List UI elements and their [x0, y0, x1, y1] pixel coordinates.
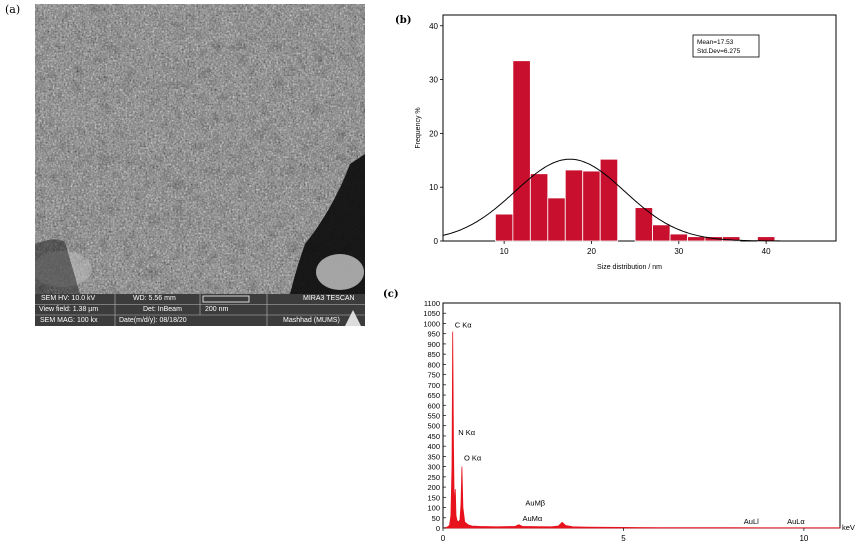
y-tick-label: 500: [427, 422, 440, 431]
y-tick-label: 900: [427, 340, 440, 349]
y-tick-label: 450: [427, 432, 440, 441]
sem-view-field: View field: 1.38 µm: [39, 306, 99, 313]
stats-box: [692, 34, 760, 58]
histogram-frame: [442, 14, 837, 242]
x-tick-label: 20: [587, 247, 596, 256]
panel-b-label: (b): [395, 15, 412, 26]
histogram-bar: [564, 169, 584, 242]
histogram-bar: [599, 158, 619, 242]
x-tick-label: 5: [621, 534, 626, 543]
y-tick-label: 150: [427, 493, 440, 502]
normal-fit-curve: [442, 158, 836, 242]
y-tick-label: 1100: [424, 299, 440, 308]
y-tick-label: 600: [427, 401, 440, 410]
histogram-bar: [757, 236, 776, 242]
y-tick-label: 40: [429, 22, 438, 31]
sem-scale-label: 200 nm: [205, 306, 229, 313]
histogram-bar: [634, 207, 654, 242]
y-tick-label: 250: [427, 473, 440, 482]
x-tick-label: 0: [441, 534, 446, 543]
y-tick-label: 50: [432, 514, 440, 523]
sem-hv: SEM HV: 10.0 kV: [41, 295, 96, 302]
peak-label: AuMβ: [525, 499, 545, 508]
sem-wd: WD: 5.56 mm: [133, 295, 176, 302]
histogram-bar: [512, 60, 531, 242]
sem-detector: Det: InBeam: [143, 306, 182, 313]
y-tick-label: 20: [429, 129, 438, 138]
panel-a-label: (a): [5, 3, 21, 16]
y-tick-label: 650: [427, 391, 440, 400]
peak-label: N Kα: [458, 428, 476, 437]
y-tick-label: 300: [427, 463, 440, 472]
y-tick-label: 0: [434, 237, 439, 246]
y-tick-label: 100: [427, 504, 440, 513]
histogram-bar: [494, 213, 514, 242]
bright-particle: [316, 254, 364, 290]
spectrum-series: [442, 331, 841, 529]
panel-c-label: (c): [383, 289, 399, 300]
y-tick-label: 1050: [423, 309, 440, 318]
y-tick-label: 30: [429, 76, 438, 85]
peak-label: O Kα: [464, 454, 482, 463]
y-axis-label: Frequency %: [415, 107, 422, 148]
x-axis-label: Size distribution / nm: [597, 264, 662, 271]
y-tick-label: 950: [427, 330, 440, 339]
sem-brand: MIRA3 TESCAN: [303, 295, 355, 302]
y-tick-label: 1000: [423, 319, 440, 328]
y-tick-label: 750: [427, 371, 440, 380]
y-tick-label: 10: [429, 183, 438, 192]
peak-label: AuLα: [787, 517, 805, 526]
y-tick-label: 350: [427, 452, 440, 461]
histogram-bar: [669, 233, 688, 242]
x-tick-label: 10: [500, 247, 509, 256]
y-tick-label: 400: [427, 442, 440, 451]
histogram-bar: [722, 236, 741, 242]
mean-annotation: Mean=17.53: [697, 39, 734, 46]
y-tick-label: 700: [427, 381, 440, 390]
sem-lab: Mashhad (MUMS): [283, 317, 340, 324]
sem-date: Date(m/d/y): 08/18/20: [119, 317, 187, 324]
x-tick-label: 40: [762, 247, 771, 256]
histogram-bar: [547, 197, 566, 242]
sem-mag: SEM MAG: 100 kx: [40, 317, 98, 324]
peak-label: C Kα: [455, 321, 473, 330]
peak-label: AuLl: [744, 517, 759, 526]
y-tick-label: 200: [427, 483, 440, 492]
y-tick-label: 850: [427, 350, 440, 359]
y-tick-label: 800: [427, 360, 440, 369]
x-tick-label: 10: [799, 534, 808, 543]
x-axis-unit: keV: [842, 523, 855, 532]
y-tick-label: 0: [436, 524, 440, 533]
histogram-bar: [529, 173, 549, 242]
scale-bar: [202, 295, 250, 303]
x-tick-label: 30: [674, 247, 683, 256]
peak-label: AuMα: [523, 514, 543, 523]
histogram-bar: [704, 236, 723, 242]
histogram-bar: [652, 224, 671, 242]
std-annotation: Std.Dev=6.275: [697, 48, 741, 55]
histogram-bar: [687, 236, 706, 242]
histogram-bar: [582, 170, 601, 242]
sem-micrograph: SEM HV: 10.0 kV WD: 5.56 mm MIRA3 TESCAN…: [35, 4, 365, 326]
y-tick-label: 550: [427, 412, 440, 421]
spectrum-frame: [442, 302, 841, 529]
